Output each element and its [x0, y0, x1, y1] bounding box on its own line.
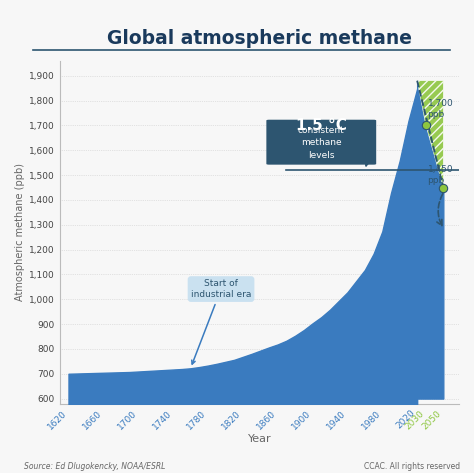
- Text: Source: Ed Dlugokencky, NOAA/ESRL: Source: Ed Dlugokencky, NOAA/ESRL: [24, 462, 165, 471]
- FancyBboxPatch shape: [266, 120, 376, 165]
- Text: 1,450
ppb: 1,450 ppb: [428, 165, 453, 185]
- Text: consistent
methane
levels: consistent methane levels: [298, 126, 345, 160]
- Text: CCAC. All rights reserved: CCAC. All rights reserved: [364, 462, 460, 471]
- Text: Start of
industrial era: Start of industrial era: [191, 280, 251, 364]
- Text: 1.5 °C: 1.5 °C: [296, 118, 346, 133]
- X-axis label: Year: Year: [247, 434, 271, 444]
- Text: 1,700
ppb: 1,700 ppb: [428, 99, 453, 119]
- Y-axis label: Atmospheric methane (ppb): Atmospheric methane (ppb): [15, 163, 25, 301]
- Title: Global atmospheric methane: Global atmospheric methane: [107, 29, 412, 48]
